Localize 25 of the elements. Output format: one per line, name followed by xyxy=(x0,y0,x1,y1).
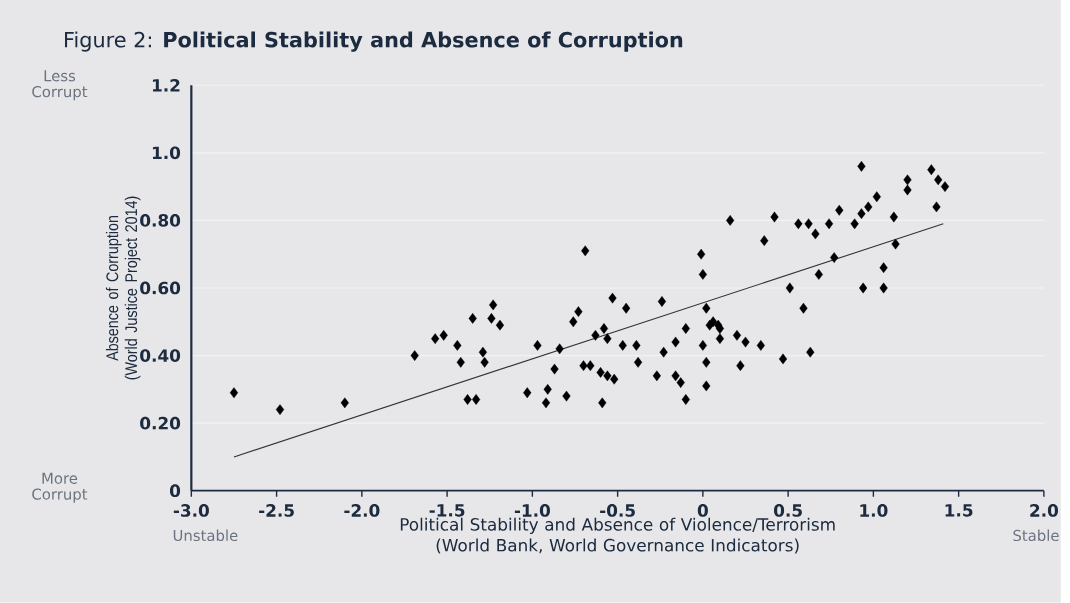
x-tick-label: -1.0 xyxy=(514,504,550,517)
y-tick-label: 0.40 xyxy=(140,349,181,363)
x-tick-label: 1.0 xyxy=(860,504,888,517)
x-tick-label: -2.0 xyxy=(344,504,380,517)
y-tick-label: 0.60 xyxy=(140,281,181,295)
y-tick-label: 0 xyxy=(169,484,181,498)
x-tick-label: 1.5 xyxy=(945,504,973,517)
x-tick-label: -0.5 xyxy=(600,504,635,517)
text: Unstable xyxy=(173,529,238,542)
y-tick-label: 1.2 xyxy=(152,79,180,92)
y-tick-label: 0.20 xyxy=(140,416,181,430)
text: Stable xyxy=(1013,529,1059,542)
text: More Corrupt xyxy=(32,472,88,503)
x-tick-label: 0.5 xyxy=(774,504,802,517)
x-tick-label: -3.0 xyxy=(173,504,209,517)
y-axis-title: Absence of Corruption (World Justice Project 2014) xyxy=(105,196,141,380)
x-tick-label: 2.0 xyxy=(1030,504,1059,517)
y-tick-label: 0.80 xyxy=(140,214,181,227)
chart-title: Figure 2: Political Stability and Absence of Corruption xyxy=(65,31,683,52)
x-axis-title: Political Stability and Absence of Violence/Terrorism (World Bank, World Governance Indicators) xyxy=(400,517,835,554)
x-tick-label: 0 xyxy=(697,504,708,517)
x-tick-label: -1.5 xyxy=(429,504,465,517)
text: Less Corrupt xyxy=(32,70,88,101)
x-tick-label: -2.5 xyxy=(259,504,294,517)
y-tick-label: 1.0 xyxy=(152,146,181,160)
